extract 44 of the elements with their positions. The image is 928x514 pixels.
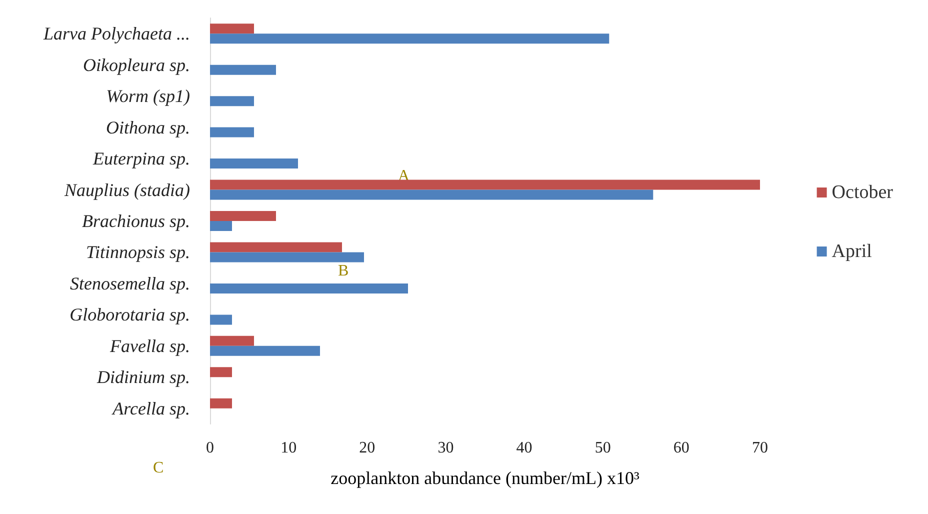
y-tick-label: Nauplius (stadia) bbox=[63, 180, 190, 200]
bar bbox=[210, 252, 364, 262]
bar bbox=[210, 158, 298, 169]
x-tick-label: 30 bbox=[438, 440, 454, 456]
y-tick-label: Favella sp. bbox=[109, 336, 190, 356]
y-tick-label: Brachionus sp. bbox=[82, 211, 190, 231]
annotation: B bbox=[338, 262, 349, 280]
x-axis-title: zooplankton abundance (number/mL) x10³ bbox=[330, 468, 640, 488]
bar bbox=[210, 367, 232, 378]
bar bbox=[210, 180, 760, 190]
x-tick-label: 70 bbox=[752, 440, 768, 456]
y-tick-label: Stenosemella sp. bbox=[70, 273, 190, 294]
y-tick-label: Arcella sp. bbox=[112, 398, 190, 418]
bar bbox=[210, 127, 254, 138]
bar bbox=[210, 314, 232, 325]
x-tick-label: 60 bbox=[673, 440, 690, 456]
x-tick-label: 0 bbox=[206, 440, 214, 456]
y-tick-label: Globorotaria sp. bbox=[70, 304, 190, 325]
x-tick-label: 10 bbox=[280, 440, 297, 456]
legend-label: October bbox=[832, 182, 894, 203]
bar bbox=[210, 336, 254, 346]
bar bbox=[210, 211, 276, 221]
y-tick-label: Oikopleura sp. bbox=[83, 54, 190, 75]
y-tick-label: Oithona sp. bbox=[106, 117, 190, 138]
y-tick-label: Didinium sp. bbox=[96, 367, 190, 388]
bar bbox=[210, 24, 254, 34]
bar bbox=[210, 221, 232, 231]
bar bbox=[210, 34, 610, 44]
x-tick-label: 20 bbox=[359, 440, 376, 456]
y-tick-label: Titinnopsis sp. bbox=[86, 242, 190, 262]
bar bbox=[210, 242, 342, 252]
y-tick-label: Euterpina sp. bbox=[92, 148, 190, 169]
text: C bbox=[153, 460, 164, 476]
bar bbox=[210, 190, 654, 200]
y-tick-label: Worm (sp1) bbox=[106, 86, 190, 106]
bar bbox=[210, 64, 276, 75]
bar bbox=[210, 346, 320, 356]
y-tick-label: Larva Polychaeta ... bbox=[42, 24, 190, 44]
bar bbox=[210, 96, 254, 106]
legend-label: April bbox=[832, 241, 872, 262]
bar bbox=[210, 398, 232, 408]
bar bbox=[210, 283, 408, 294]
x-tick-label: 40 bbox=[516, 440, 532, 456]
x-tick-label: 50 bbox=[594, 440, 611, 456]
